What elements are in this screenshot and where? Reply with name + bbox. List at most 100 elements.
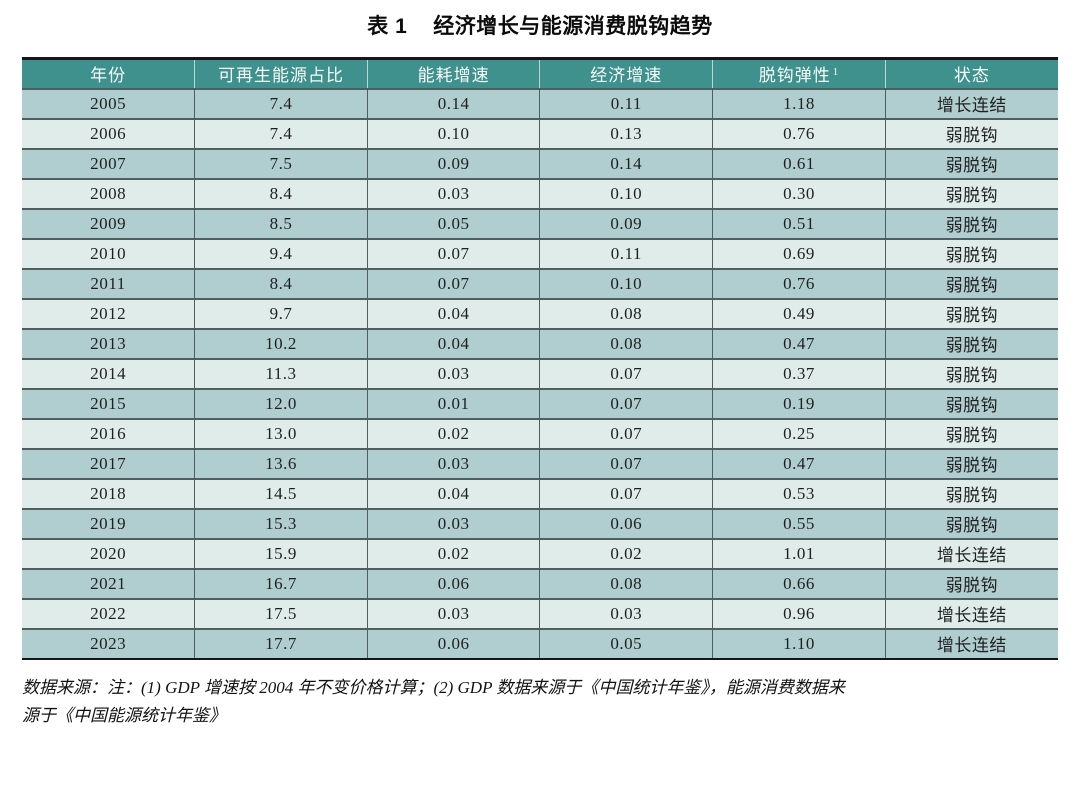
table-cell: 11.3 xyxy=(194,357,368,389)
table-cell: 12.0 xyxy=(194,387,368,419)
table-cell: 15.9 xyxy=(194,537,368,569)
table-cell: 2009 xyxy=(22,207,196,239)
table-cell: 2005 xyxy=(22,87,196,119)
table-cell: 2019 xyxy=(22,507,196,539)
table-cell: 弱脱钩 xyxy=(885,417,1058,449)
column-header-elasticity-text: 脱钩弹性 xyxy=(758,66,831,86)
data-source-note-line1: 数据来源：注：(1) GDP 增速按 2004 年不变价格计算；(2) GDP … xyxy=(22,677,845,697)
table-row: 2018 14.5 0.04 0.07 0.53 弱脱钩 xyxy=(22,477,1058,509)
table-cell: 15.3 xyxy=(194,507,368,539)
table-cell: 8.5 xyxy=(194,207,368,239)
table-cell: 0.11 xyxy=(539,87,714,119)
table-cell: 2022 xyxy=(22,597,196,629)
table-cell: 0.03 xyxy=(367,447,541,479)
table-cell: 0.07 xyxy=(539,387,714,419)
table-row: 2013 10.2 0.04 0.08 0.47 弱脱钩 xyxy=(22,327,1058,359)
table-cell: 0.07 xyxy=(539,447,714,479)
table-cell: 0.66 xyxy=(712,567,886,599)
table-cell: 0.47 xyxy=(712,447,886,479)
table-cell: 0.69 xyxy=(712,237,886,269)
table-number-label: 表 1 xyxy=(367,15,408,38)
table-row: 2021 16.7 0.06 0.08 0.66 弱脱钩 xyxy=(22,567,1058,599)
table-cell: 弱脱钩 xyxy=(885,477,1058,509)
table-body: 2005 7.4 0.14 0.11 1.18 增长连结 2006 7.4 0.10 0.13 0.… xyxy=(22,87,1058,659)
table-row: 2009 8.5 0.05 0.09 0.51 弱脱钩 xyxy=(22,207,1058,239)
table-cell: 0.14 xyxy=(539,147,714,179)
table-cell: 0.14 xyxy=(367,87,541,119)
table-cell: 8.4 xyxy=(194,267,368,299)
table-cell: 0.03 xyxy=(367,597,541,629)
table-row: 2010 9.4 0.07 0.11 0.69 弱脱钩 xyxy=(22,237,1058,269)
table-row: 2008 8.4 0.03 0.10 0.30 弱脱钩 xyxy=(22,177,1058,209)
table-cell: 8.4 xyxy=(194,177,368,209)
table-cell: 0.09 xyxy=(367,147,541,179)
table-cell: 0.04 xyxy=(367,297,541,329)
table-cell: 弱脱钩 xyxy=(885,387,1058,419)
table-cell: 0.47 xyxy=(712,327,886,359)
table-cell: 弱脱钩 xyxy=(885,567,1058,599)
table-cell: 2014 xyxy=(22,357,196,389)
data-source-note: 数据来源：注：(1) GDP 增速按 2004 年不变价格计算；(2) GDP … xyxy=(22,674,1058,730)
table-cell: 弱脱钩 xyxy=(885,177,1058,209)
table-cell: 0.11 xyxy=(539,237,714,269)
table-cell: 0.03 xyxy=(367,177,541,209)
table-cell: 0.05 xyxy=(539,627,714,659)
table-cell: 0.76 xyxy=(712,117,886,149)
table-cell: 2017 xyxy=(22,447,196,479)
table-cell: 0.07 xyxy=(539,417,714,449)
table-cell: 0.06 xyxy=(539,507,714,539)
page-title: 表 1 经济增长与能源消费脱钩趋势 xyxy=(0,12,1080,42)
table-cell: 7.4 xyxy=(194,117,368,149)
table-cell: 2023 xyxy=(22,627,196,659)
footnote-marker: 1 xyxy=(832,65,840,78)
table-cell: 2006 xyxy=(22,117,196,149)
table-cell: 弱脱钩 xyxy=(885,327,1058,359)
table-cell: 0.06 xyxy=(367,567,541,599)
table-cell: 弱脱钩 xyxy=(885,507,1058,539)
table-cell: 0.04 xyxy=(367,477,541,509)
table-cell: 0.04 xyxy=(367,327,541,359)
table-cell: 2008 xyxy=(22,177,196,209)
table-cell: 0.07 xyxy=(367,237,541,269)
table-title-text: 经济增长与能源消费脱钩趋势 xyxy=(433,15,713,38)
table-cell: 0.07 xyxy=(367,267,541,299)
table-cell: 13.6 xyxy=(194,447,368,479)
table-cell: 0.03 xyxy=(367,507,541,539)
table-cell: 0.10 xyxy=(367,117,541,149)
table-cell: 9.4 xyxy=(194,237,368,269)
table-cell: 2020 xyxy=(22,537,196,569)
table-cell: 0.02 xyxy=(367,537,541,569)
table-row: 2017 13.6 0.03 0.07 0.47 弱脱钩 xyxy=(22,447,1058,479)
table-row: 2005 7.4 0.14 0.11 1.18 增长连结 xyxy=(22,87,1058,119)
table-cell: 弱脱钩 xyxy=(885,207,1058,239)
table-cell: 1.01 xyxy=(712,537,886,569)
data-source-note-line2: 源于《中国能源统计年鉴》 xyxy=(22,705,226,725)
table-cell: 2018 xyxy=(22,477,196,509)
table-cell: 2010 xyxy=(22,237,196,269)
table-cell: 0.25 xyxy=(712,417,886,449)
table-cell: 0.96 xyxy=(712,597,886,629)
table-row: 2016 13.0 0.02 0.07 0.25 弱脱钩 xyxy=(22,417,1058,449)
table-cell: 增长连结 xyxy=(885,597,1058,629)
table-cell: 0.08 xyxy=(539,327,714,359)
table-cell: 0.08 xyxy=(539,567,714,599)
table-cell: 9.7 xyxy=(194,297,368,329)
table-cell: 增长连结 xyxy=(885,87,1058,119)
table-cell: 7.5 xyxy=(194,147,368,179)
table-cell: 2007 xyxy=(22,147,196,179)
table-cell: 0.06 xyxy=(367,627,541,659)
table-cell: 0.30 xyxy=(712,177,886,209)
table-cell: 2021 xyxy=(22,567,196,599)
table-cell: 0.07 xyxy=(539,357,714,389)
decoupling-table: 年份 可再生能源占比 能耗增速 经济增速 脱钩弹性 1 状态 2005 7.4 0.1… xyxy=(22,57,1058,660)
table-row: 2020 15.9 0.02 0.02 1.01 增长连结 xyxy=(22,537,1058,569)
table-cell: 7.4 xyxy=(194,87,368,119)
column-header-economic-growth: 经济增速 xyxy=(539,58,714,89)
table-cell: 2015 xyxy=(22,387,196,419)
column-header-decoupling-elasticity: 脱钩弹性 1 xyxy=(712,58,886,89)
column-header-status: 状态 xyxy=(885,58,1058,89)
table-cell: 弱脱钩 xyxy=(885,297,1058,329)
table-cell: 弱脱钩 xyxy=(885,357,1058,389)
column-header-renewable-share: 可再生能源占比 xyxy=(194,58,368,89)
table-cell: 2013 xyxy=(22,327,196,359)
